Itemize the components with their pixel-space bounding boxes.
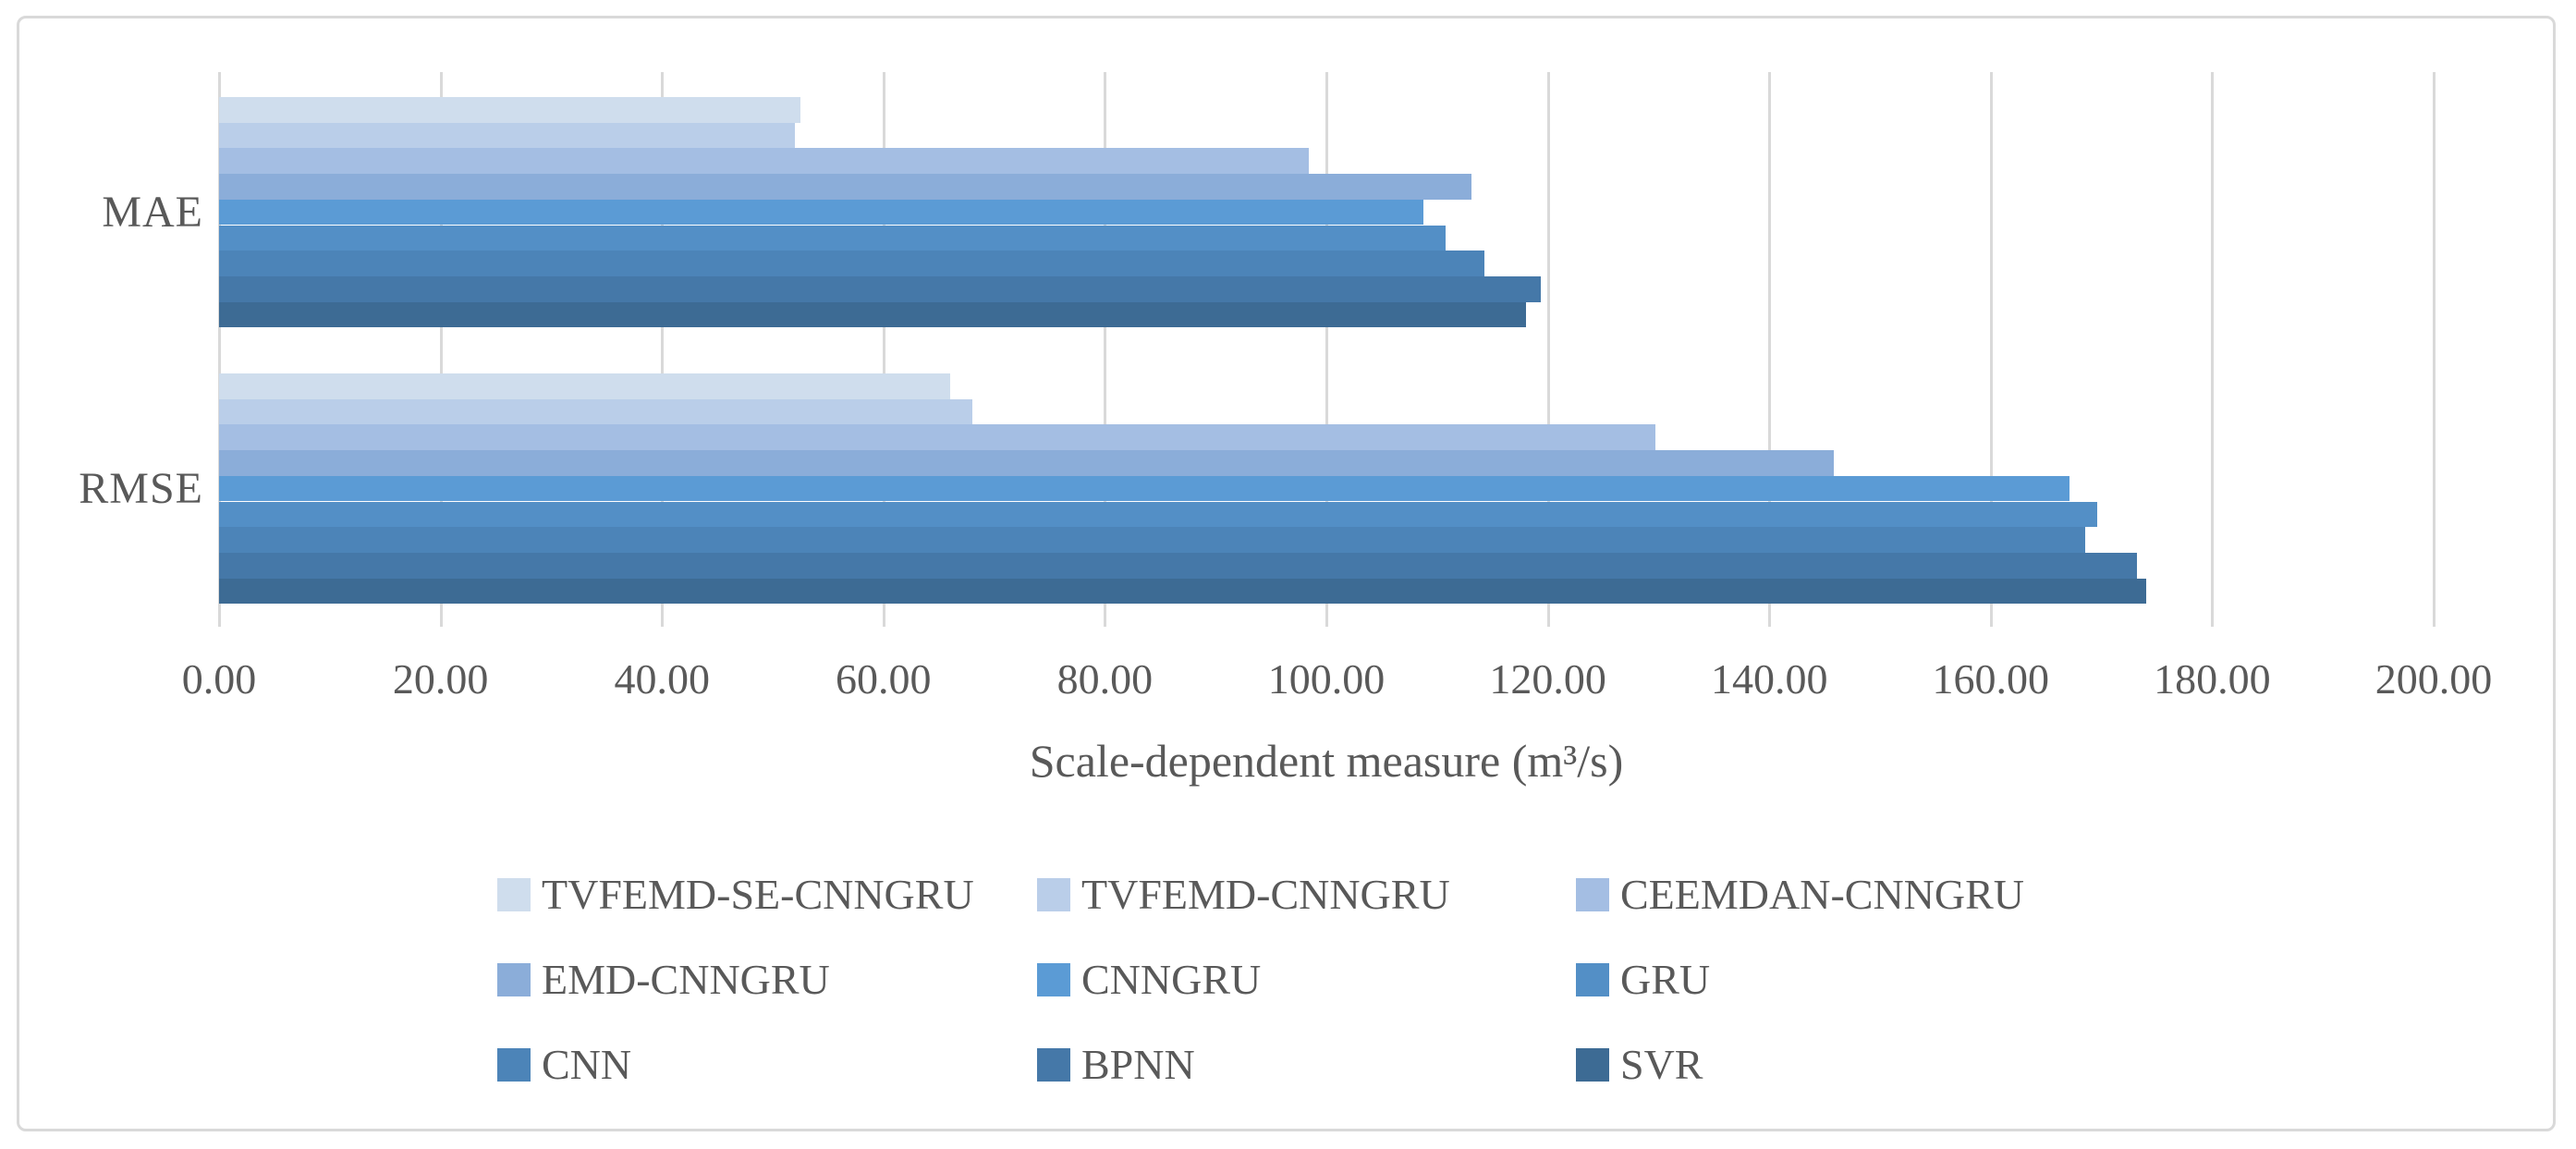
gridline (1989, 72, 1993, 627)
legend-swatch-icon (1576, 963, 1609, 996)
legend-label: CEEMDAN-CNNGRU (1620, 871, 2024, 918)
value-axis-title: Scale-dependent measure (m³/s) (1029, 735, 1624, 787)
tick-label-180.00: 180.00 (2154, 655, 2271, 703)
tick-label-20.00: 20.00 (392, 655, 489, 703)
legend-swatch-icon (1037, 878, 1070, 911)
category-label-mae: MAE (102, 187, 203, 237)
legend-swatch-icon (1576, 878, 1609, 911)
gridline (661, 72, 665, 627)
legend-swatch-icon (1037, 963, 1070, 996)
bar-mae-emd-cnngru (219, 174, 1471, 200)
legend-swatch-icon (497, 1048, 531, 1082)
legend-label: GRU (1620, 956, 1711, 1003)
gridline (1546, 72, 1550, 627)
bar-rmse-svr (219, 578, 2146, 605)
legend-label: CNN (542, 1041, 632, 1088)
bar-mae-bpnn (219, 275, 1542, 302)
legend-item-bpnn: BPNN (1037, 1039, 1195, 1091)
bar-mae-cnngru (219, 199, 1424, 226)
gridline (1325, 72, 1328, 627)
legend-swatch-icon (497, 963, 531, 996)
gridline (439, 72, 443, 627)
tick-label-140.00: 140.00 (1710, 655, 1828, 703)
tick-label-120.00: 120.00 (1489, 655, 1606, 703)
bar-rmse-ceemdan-cnngru (219, 424, 1655, 451)
gridline (2211, 72, 2215, 627)
legend-item-cnngru: CNNGRU (1037, 954, 1261, 1006)
legend-label: EMD-CNNGRU (542, 956, 830, 1003)
legend-label: SVR (1620, 1041, 1703, 1088)
legend-label: BPNN (1081, 1041, 1195, 1088)
tick-label-60.00: 60.00 (836, 655, 932, 703)
legend-item-cnn: CNN (497, 1039, 631, 1091)
legend-label: TVFEMD-SE-CNNGRU (542, 871, 974, 918)
legend-swatch-icon (1037, 1048, 1070, 1082)
bars-layer (219, 72, 2434, 627)
gridline (1104, 72, 1107, 627)
legend-swatch-icon (497, 878, 531, 911)
bar-mae-gru (219, 225, 1447, 251)
legend-label: CNNGRU (1081, 956, 1262, 1003)
tick-label-200.00: 200.00 (2375, 655, 2493, 703)
gridline (1768, 72, 1772, 627)
bar-rmse-cnn (219, 527, 2085, 553)
tick-label-160.00: 160.00 (1932, 655, 2050, 703)
bar-rmse-emd-cnngru (219, 450, 1834, 476)
bar-rmse-gru (219, 501, 2097, 528)
tick-label-0.00: 0.00 (181, 655, 257, 703)
bar-rmse-cnngru (219, 475, 2069, 502)
tick-label-100.00: 100.00 (1267, 655, 1386, 703)
legend-item-tvfemd-se-cnngru: TVFEMD-SE-CNNGRU (497, 869, 974, 921)
bar-rmse-tvfemd-se-cnngru (219, 373, 950, 399)
legend-item-svr: SVR (1576, 1039, 1703, 1091)
tick-label-80.00: 80.00 (1056, 655, 1154, 703)
legend-item-gru: GRU (1576, 954, 1710, 1006)
legend-item-emd-cnngru: EMD-CNNGRU (497, 954, 830, 1006)
bar-rmse-bpnn (219, 552, 2137, 579)
bar-mae-tvfemd-se-cnngru (219, 97, 800, 123)
bar-rmse-tvfemd-cnngru (219, 398, 972, 425)
bar-mae-ceemdan-cnngru (219, 148, 1309, 175)
legend-label: TVFEMD-CNNGRU (1081, 871, 1450, 918)
legend-swatch-icon (1576, 1048, 1609, 1082)
bar-mae-cnn (219, 251, 1485, 276)
legend-item-tvfemd-cnngru: TVFEMD-CNNGRU (1037, 869, 1450, 921)
legend-item-ceemdan-cnngru: CEEMDAN-CNNGRU (1576, 869, 2024, 921)
category-label-rmse: RMSE (79, 463, 203, 513)
tick-label-40.00: 40.00 (614, 655, 710, 703)
category-axis-line (218, 72, 221, 627)
bar-mae-tvfemd-cnngru (219, 122, 795, 149)
plot-area (218, 72, 2436, 627)
gridline (882, 72, 885, 627)
gridline (2433, 72, 2436, 627)
bar-mae-svr (219, 301, 1526, 328)
